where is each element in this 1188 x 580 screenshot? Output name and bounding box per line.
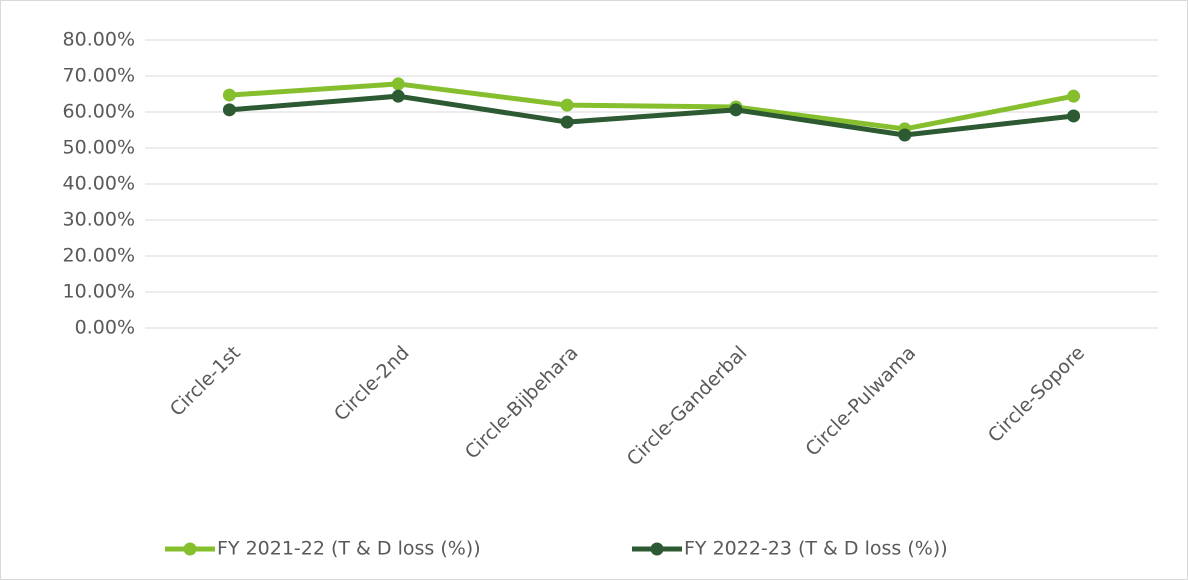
- legend-marker: [650, 542, 664, 556]
- y-tick-label: 70.00%: [63, 65, 135, 87]
- series-line: [229, 81, 1075, 132]
- series-marker: [1067, 89, 1081, 103]
- series-marker: [391, 89, 405, 103]
- series-line: [229, 93, 1074, 138]
- y-tick-label: 30.00%: [63, 209, 135, 231]
- series-marker: [560, 115, 574, 129]
- y-tick-label: 60.00%: [63, 101, 135, 123]
- y-tick-label: 40.00%: [63, 173, 135, 195]
- legend-label: FY 2021-22 (T & D loss (%)): [217, 538, 481, 560]
- legend-label: FY 2022-23 (T & D loss (%)): [684, 538, 948, 560]
- series-marker: [1067, 109, 1081, 123]
- legend-marker: [183, 542, 197, 556]
- series-marker: [222, 88, 236, 102]
- series-marker: [391, 77, 405, 91]
- series-marker: [222, 103, 236, 117]
- y-tick-label: 50.00%: [63, 137, 135, 159]
- y-tick-label: 20.00%: [63, 245, 135, 267]
- y-tick-label: 80.00%: [63, 29, 135, 51]
- series-marker: [898, 128, 912, 142]
- y-tick-label: 0.00%: [75, 317, 135, 339]
- series-marker: [729, 103, 743, 117]
- series-marker: [560, 98, 574, 112]
- y-tick-label: 10.00%: [63, 281, 135, 303]
